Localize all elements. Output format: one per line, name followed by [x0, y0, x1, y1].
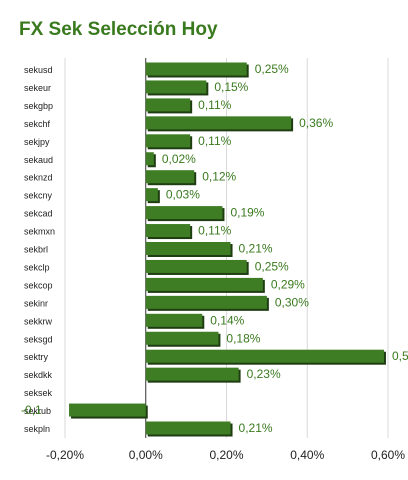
- category-labels: sekusd sekeur sekgbp sekchf sekjpy sekaud sekn…: [24, 65, 55, 434]
- data-label: 0,23%: [247, 367, 281, 381]
- category-label: sektry: [24, 352, 49, 362]
- bar: [145, 277, 263, 291]
- bar: [145, 80, 207, 94]
- bar: [145, 224, 191, 238]
- x-tick-label: -0,20%: [46, 448, 84, 462]
- category-label: sekkrw: [24, 316, 53, 326]
- bar: [145, 331, 219, 345]
- category-label: sekcad: [24, 209, 53, 219]
- category-label: sekusd: [24, 65, 53, 75]
- category-label: sekgbp: [24, 101, 53, 111]
- bar: [145, 188, 158, 202]
- bar: [145, 242, 231, 255]
- category-label: seknzd: [24, 173, 53, 183]
- category-label: sekcop: [24, 280, 53, 290]
- data-label: -0,1: [21, 403, 42, 417]
- category-label: seksgd: [24, 334, 53, 344]
- category-label: sekinr: [24, 298, 48, 308]
- category-label: seksek: [24, 388, 53, 398]
- x-tick-label: 0,60%: [371, 448, 405, 462]
- data-label: 0,5: [392, 349, 408, 363]
- category-label: sekmxn: [24, 227, 55, 237]
- data-label: 0,25%: [255, 62, 289, 76]
- data-label: 0,18%: [226, 331, 260, 345]
- bar: [145, 367, 239, 381]
- x-axis-tick-labels: -0,20% 0,00% 0,20% 0,40% 0,60%: [46, 448, 405, 462]
- category-label: sekjpy: [24, 137, 50, 147]
- data-label: 0,30%: [275, 295, 309, 309]
- bar: [145, 313, 203, 327]
- data-label: 0,19%: [230, 206, 264, 220]
- data-label: 0,11%: [198, 134, 231, 148]
- bar: [145, 349, 384, 363]
- x-tick-label: 0,00%: [129, 448, 163, 462]
- data-label: 0,36%: [299, 116, 333, 130]
- data-label: 0,11%: [198, 98, 231, 112]
- category-label: sekdkk: [24, 370, 53, 380]
- bar: [145, 295, 267, 309]
- bar: [145, 152, 154, 166]
- bars: [69, 62, 386, 437]
- category-label: sekcny: [24, 191, 53, 201]
- data-labels: 0,25%0,15%0,11%0,36%0,11%0,02%0,12%0,03%…: [21, 62, 408, 435]
- data-label: 0,03%: [166, 188, 200, 202]
- bar: [145, 259, 247, 273]
- data-label: 0,21%: [239, 242, 273, 256]
- category-label: sekclp: [24, 262, 50, 272]
- data-label: 0,02%: [162, 152, 196, 166]
- bar: [145, 206, 223, 220]
- category-label: sekeur: [24, 83, 51, 93]
- bar: [145, 116, 292, 130]
- category-label: sekbrl: [24, 245, 48, 255]
- category-label: sekchf: [24, 119, 51, 129]
- data-label: 0,15%: [214, 80, 248, 94]
- chart-title: FX Sek Selección Hoy: [19, 19, 218, 40]
- category-label: sekrub: [24, 406, 51, 416]
- bar: [145, 170, 195, 184]
- bar: [145, 134, 191, 148]
- bar: [69, 403, 146, 417]
- x-tick-label: 0,20%: [209, 448, 243, 462]
- bar: [145, 98, 191, 112]
- data-label: 0,14%: [210, 313, 244, 327]
- category-label: sekpln: [24, 424, 50, 434]
- category-label: sekaud: [24, 155, 53, 165]
- x-tick-label: 0,40%: [290, 448, 324, 462]
- data-label: 0,25%: [255, 259, 289, 273]
- data-label: 0,11%: [198, 224, 231, 238]
- bar: [145, 421, 231, 435]
- bar: [145, 62, 247, 76]
- data-label: 0,12%: [202, 170, 236, 184]
- data-label: 0,21%: [239, 421, 273, 435]
- data-label: 0,29%: [271, 277, 305, 291]
